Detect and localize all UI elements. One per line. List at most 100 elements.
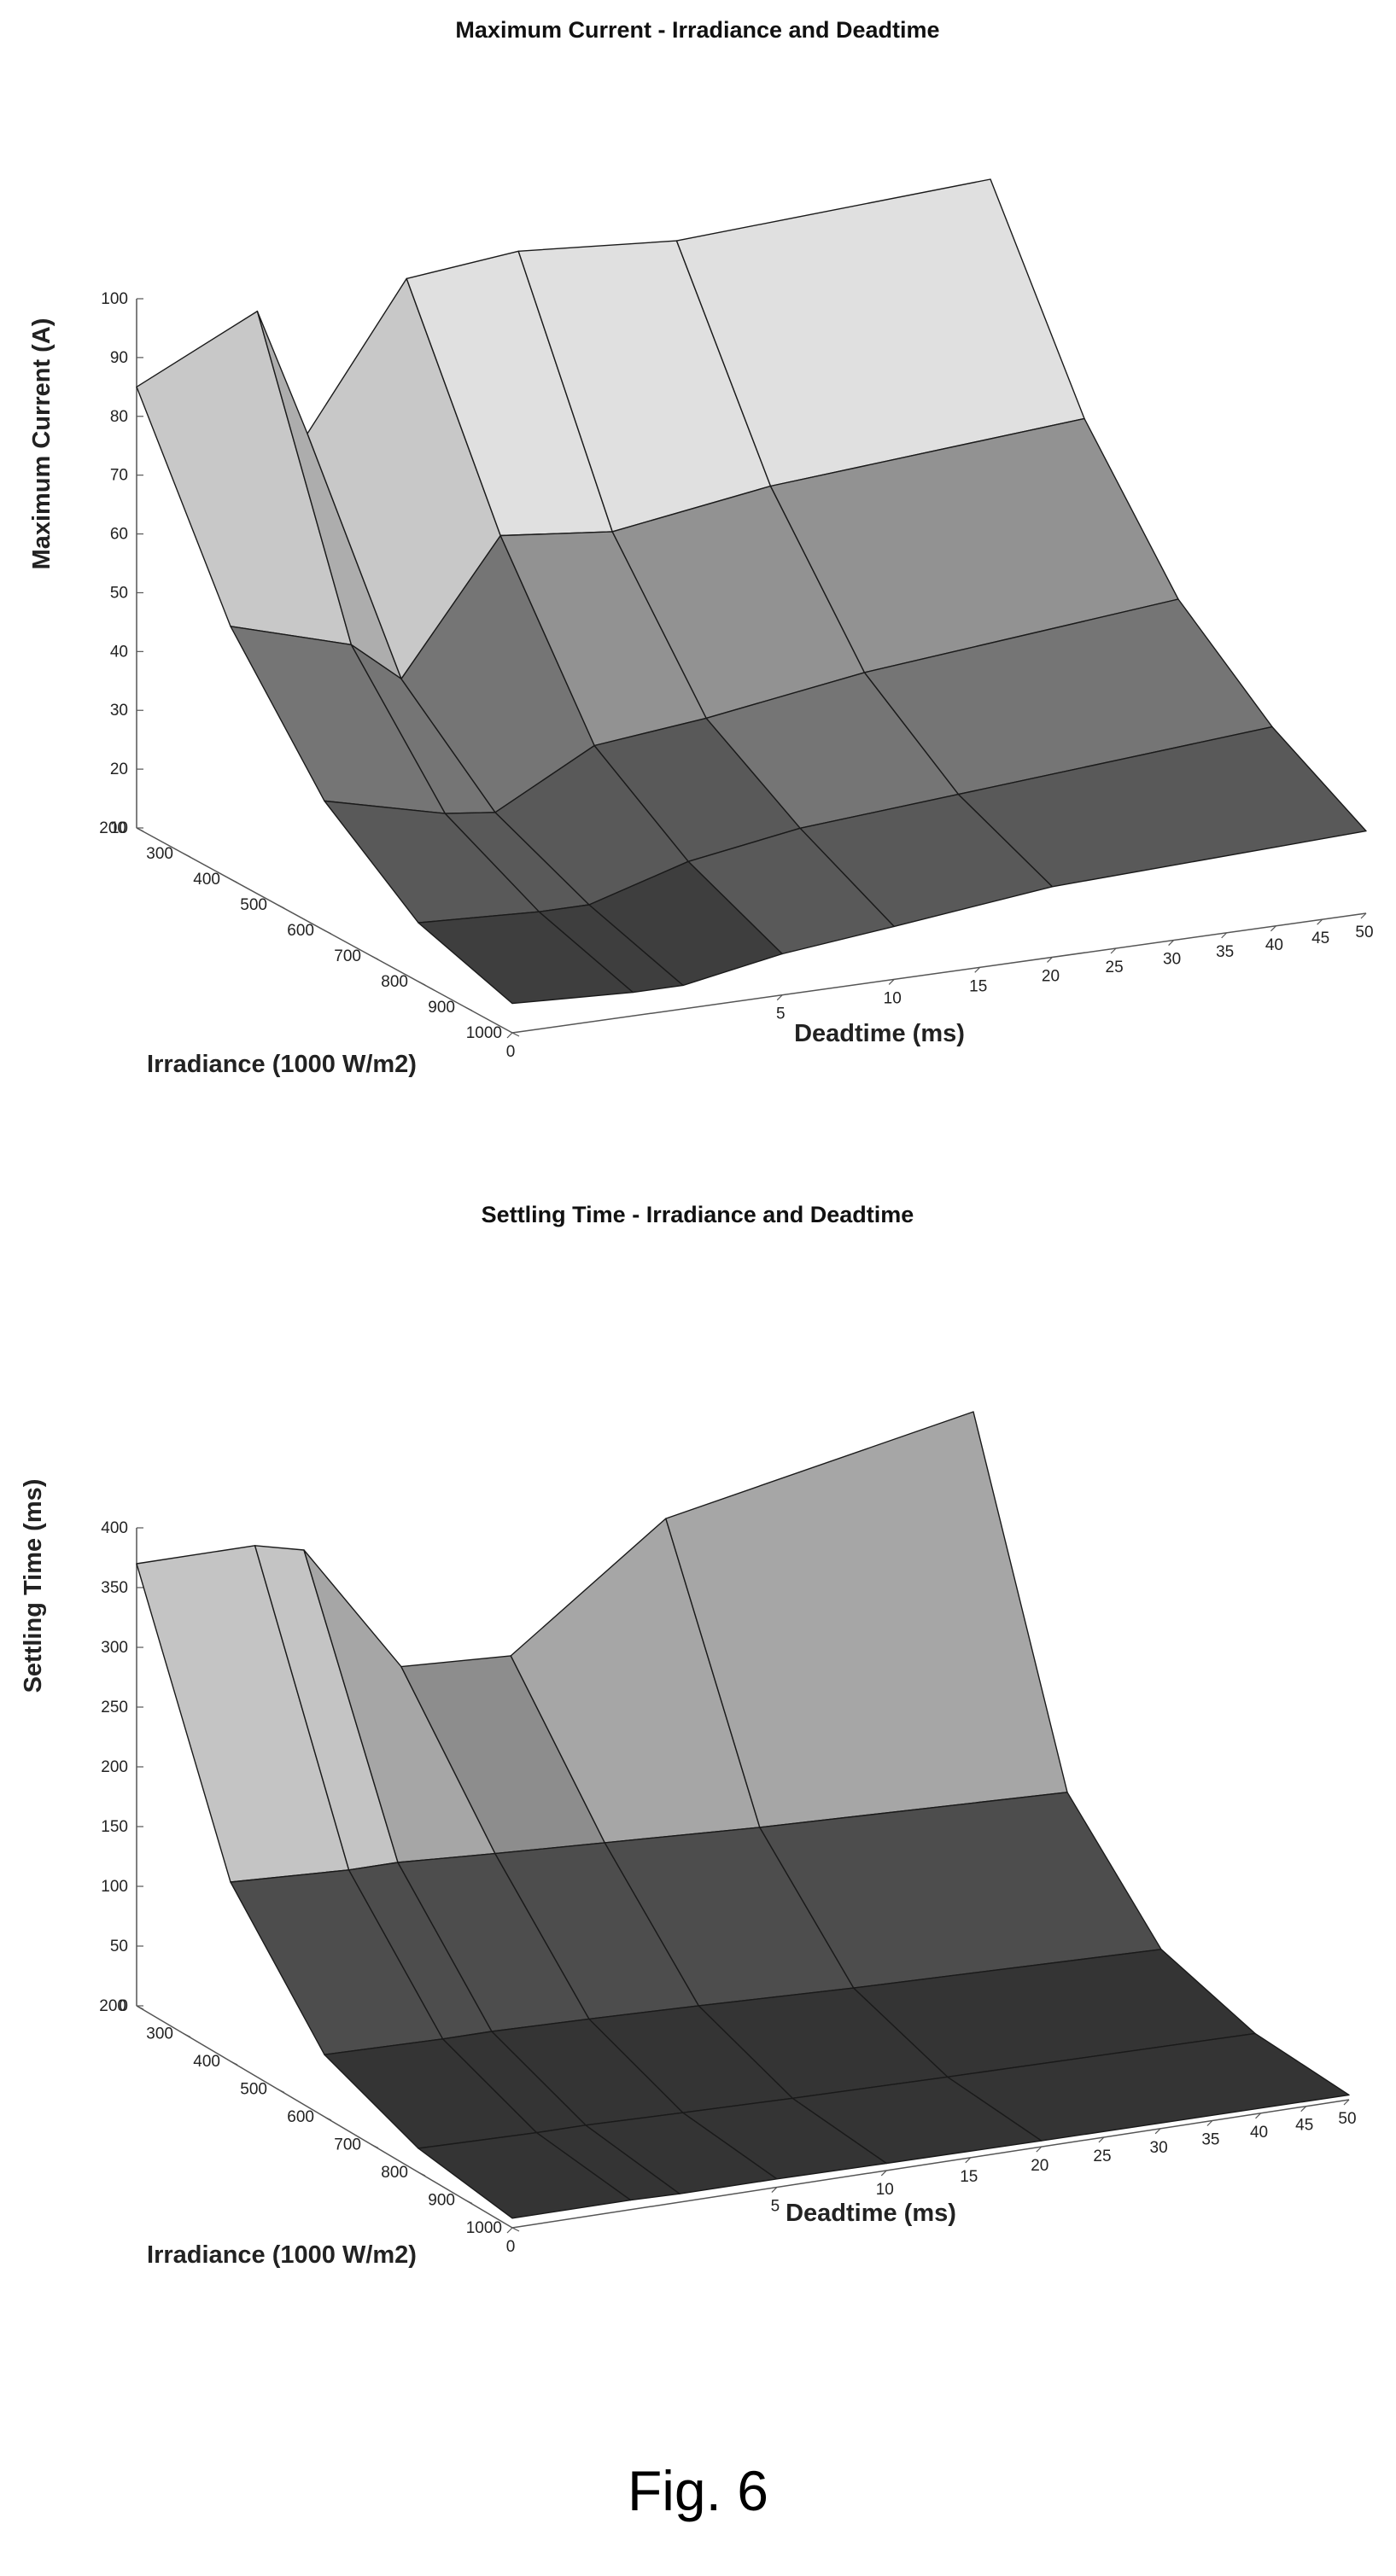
- x-tick-label: 10: [884, 989, 902, 1007]
- y-tick-mark: [371, 955, 379, 960]
- y-tick-label: 400: [193, 2053, 220, 2071]
- x-tick-label: 0: [506, 1043, 516, 1061]
- z-axis-label: Maximum Current (A): [28, 318, 55, 570]
- max-current-surface-chart: Maximum Current - Irradiance and Deadtim…: [28, 17, 1374, 1078]
- surface: [136, 1411, 1350, 2219]
- x-axis-line: [511, 2099, 1350, 2229]
- y-tick-label: 800: [381, 973, 408, 991]
- x-tick-mark: [1343, 2099, 1350, 2106]
- x-tick-mark: [1255, 2113, 1261, 2119]
- x-tick-mark: [888, 978, 895, 985]
- x-tick-label: 25: [1093, 2148, 1111, 2165]
- surface-patch: [947, 2032, 1350, 2142]
- z-tick-label: 400: [101, 1519, 128, 1537]
- z-tick-label: 150: [101, 1818, 128, 1836]
- x-tick-label: 45: [1295, 2117, 1313, 2135]
- surface: [136, 178, 1367, 1005]
- surface-patch: [957, 726, 1367, 888]
- z-tick-label: 200: [101, 1758, 128, 1776]
- x-tick-label: 30: [1150, 2139, 1168, 2157]
- x-tick-label: 10: [876, 2181, 894, 2199]
- x-tick-label: 35: [1201, 2131, 1219, 2149]
- x-tick-label: 50: [1338, 2110, 1356, 2128]
- x-tick-label: 5: [771, 2198, 780, 2216]
- x-tick-label: 40: [1250, 2124, 1268, 2142]
- y-tick-mark: [464, 1006, 473, 1011]
- x-tick-mark: [1098, 2136, 1105, 2143]
- x-tick-label: 40: [1265, 936, 1283, 954]
- y-tick-mark: [464, 2199, 473, 2205]
- settling-time-surface-chart: Settling Time - Irradiance and Deadtime …: [20, 1202, 1357, 2269]
- y-tick-label: 700: [334, 2136, 361, 2154]
- chart-title: Settling Time - Irradiance and Deadtime: [482, 1202, 914, 1227]
- y-tick-mark: [230, 2060, 238, 2066]
- y-tick-label: 1000: [466, 1024, 502, 1042]
- figure-caption: Fig. 6: [627, 2459, 769, 2522]
- z-tick-label: 350: [101, 1579, 128, 1597]
- x-tick-label: 50: [1355, 924, 1373, 941]
- y-tick-mark: [230, 878, 238, 883]
- y-tick-mark: [277, 904, 285, 909]
- x-tick-label: 20: [1031, 2157, 1048, 2175]
- z-tick-label: 300: [101, 1639, 128, 1657]
- x-axis-label: Deadtime (ms): [786, 2200, 956, 2227]
- z-tick-label: 60: [110, 526, 128, 544]
- axes: 0 5 10 15 20 25 30 35 40 45 50 200 300 400 500 600 700 80…: [99, 290, 1373, 1061]
- y-tick-label: 800: [381, 2164, 408, 2182]
- z-tick-label: 40: [110, 643, 128, 661]
- y-tick-label: 900: [428, 2192, 455, 2210]
- y-tick-mark: [511, 2227, 520, 2232]
- x-tick-label: 5: [776, 1005, 786, 1023]
- x-tick-mark: [1360, 912, 1367, 919]
- z-tick-label: 50: [110, 1938, 128, 1955]
- x-tick-mark: [506, 1032, 513, 1039]
- y-tick-label: 900: [428, 999, 455, 1017]
- y-tick-mark: [136, 2005, 144, 2010]
- y-tick-label: 700: [334, 947, 361, 965]
- y-tick-mark: [183, 853, 191, 858]
- chart-title: Maximum Current - Irradiance and Deadtim…: [455, 17, 939, 43]
- x-tick-label: 30: [1163, 951, 1181, 969]
- x-tick-label: 15: [960, 2168, 978, 2186]
- x-tick-mark: [1300, 2106, 1307, 2113]
- x-tick-label: 15: [969, 977, 987, 995]
- z-tick-label: 100: [101, 1878, 128, 1896]
- y-tick-mark: [136, 827, 144, 832]
- x-tick-mark: [506, 2227, 513, 2234]
- x-tick-mark: [1206, 2120, 1213, 2126]
- y-tick-mark: [371, 2143, 379, 2149]
- x-tick-mark: [1168, 940, 1175, 946]
- y-tick-label: 500: [240, 896, 267, 914]
- x-tick-mark: [974, 966, 981, 973]
- z-tick-label: 30: [110, 702, 128, 720]
- x-tick-mark: [1154, 2128, 1161, 2135]
- y-tick-label: 300: [146, 2025, 173, 2043]
- x-tick-label: 25: [1106, 959, 1124, 976]
- y-tick-label: 300: [146, 845, 173, 863]
- z-tick-label: 100: [101, 290, 128, 308]
- y-tick-mark: [418, 981, 426, 986]
- z-tick-label: 10: [110, 819, 128, 837]
- x-tick-mark: [776, 994, 783, 1001]
- y-tick-label: 600: [287, 922, 314, 940]
- x-tick-mark: [1221, 932, 1228, 939]
- y-tick-mark: [183, 2032, 191, 2038]
- y-tick-mark: [324, 2116, 332, 2121]
- y-tick-mark: [418, 2171, 426, 2177]
- y-tick-label: 200: [99, 819, 126, 837]
- y-axis-label: Irradiance (1000 W/m2): [147, 1051, 417, 1078]
- x-tick-mark: [1047, 957, 1053, 963]
- y-tick-mark: [277, 2088, 285, 2094]
- x-tick-label: 45: [1311, 930, 1329, 947]
- x-tick-mark: [1110, 947, 1117, 954]
- z-tick-label: 250: [101, 1699, 128, 1716]
- y-tick-label: 200: [99, 1997, 126, 2015]
- z-tick-label: 90: [110, 349, 128, 367]
- y-tick-label: 600: [287, 2108, 314, 2126]
- x-tick-mark: [1317, 918, 1323, 925]
- y-tick-mark: [511, 1032, 520, 1037]
- z-tick-label: 80: [110, 408, 128, 426]
- x-tick-mark: [771, 2187, 778, 2193]
- z-tick-label: 70: [110, 467, 128, 485]
- z-tick-label: 0: [119, 1997, 128, 2015]
